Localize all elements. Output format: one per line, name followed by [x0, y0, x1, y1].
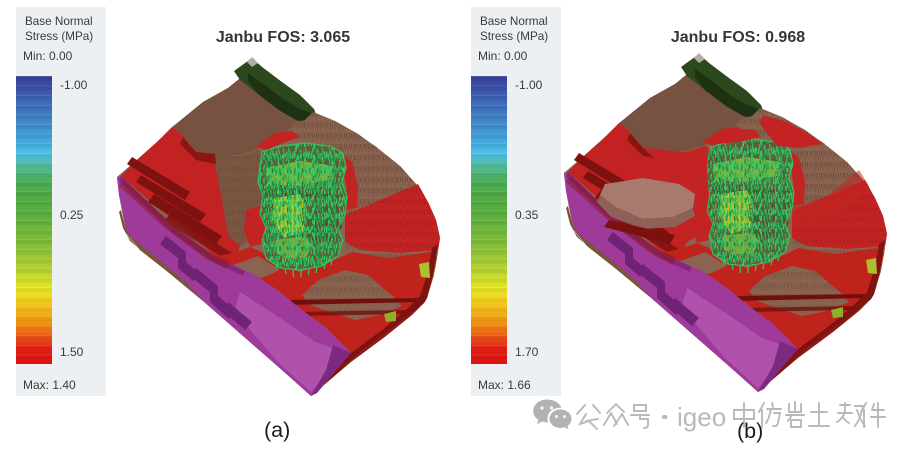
svg-text:igeo: igeo: [677, 402, 726, 432]
